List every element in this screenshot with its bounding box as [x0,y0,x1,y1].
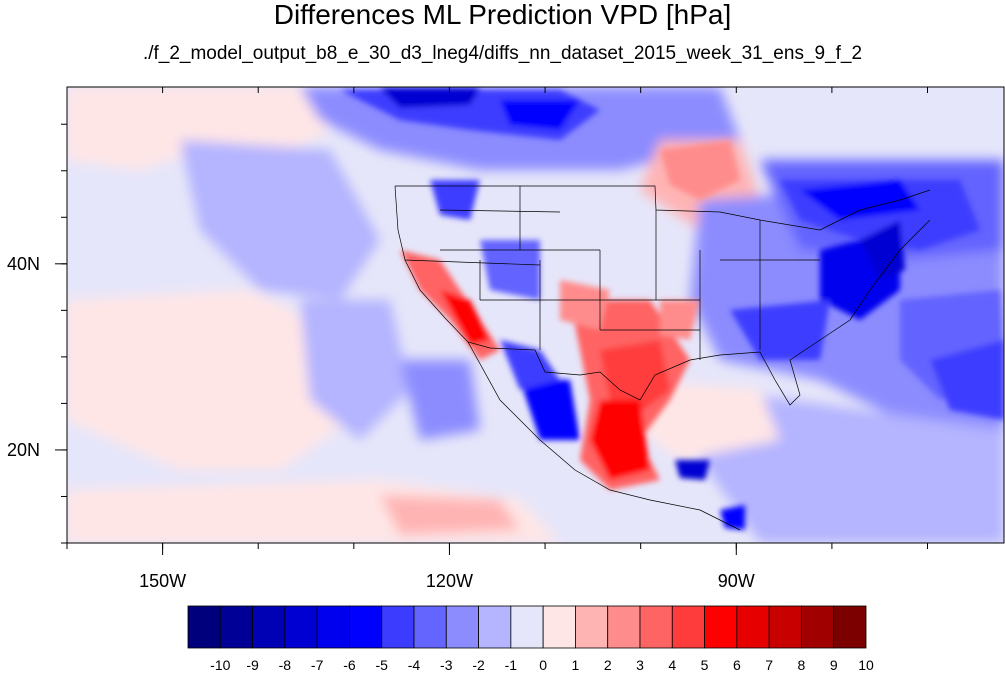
colorbar-label: -10 [210,657,230,672]
colorbar: -10 -9 -8 -7 -6 -5 -4 -3 -2 -1 0 1 2 3 4 5 6 7 8 9 10 [187,605,874,673]
political-boundaries [394,185,931,531]
field-strong-anomalies [340,88,1004,530]
colorbar-label: -5 [375,657,388,672]
colorbar-label: 9 [830,657,838,672]
colorbar-swatch [639,605,673,649]
lon-tick-label: 120W [426,571,473,591]
colorbar-label: 1 [572,657,580,672]
colorbar-label: 4 [668,657,676,672]
map-axes: 150W 120W 90W 40N 20N [7,87,929,591]
colorbar-swatch [542,605,576,649]
colorbar-label: 8 [798,657,806,672]
colorbar-label: 0 [539,657,547,672]
lon-tick-label: 90W [718,571,755,591]
colorbar-label: 10 [858,657,874,672]
colorbar-label: 7 [765,657,773,672]
colorbar-swatch [801,605,835,649]
colorbar-swatch [607,605,641,649]
colorbar-label: -2 [472,657,485,672]
colorbar-label: -4 [408,657,421,672]
colorbar-swatch [381,605,415,649]
colorbar-swatch [219,605,253,649]
colorbar-swatch [575,605,609,649]
colorbar-swatch [445,605,479,649]
colorbar-swatch [768,605,802,649]
colorbar-swatch [478,605,512,649]
lat-tick-label: 20N [7,440,40,460]
colorbar-swatch [736,605,770,649]
colorbar-swatch [187,605,221,649]
colorbar-swatch [510,605,544,649]
lat-tick-label: 40N [7,254,40,274]
colorbar-label: -6 [343,657,356,672]
colorbar-label: -1 [505,657,518,672]
colorbar-label: -3 [440,657,453,672]
colorbar-swatch [284,605,318,649]
colorbar-swatch [704,605,738,649]
colorbar-label: 6 [733,657,741,672]
colorbar-label: 2 [604,657,612,672]
colorbar-label: -7 [311,657,324,672]
colorbar-label: -9 [246,657,259,672]
colorbar-swatch [833,605,867,649]
colorbar-swatch [413,605,447,649]
colorbar-swatch [671,605,705,649]
vpd-difference-field [67,87,1004,543]
colorbar-swatch [316,605,350,649]
colorbar-label: -8 [279,657,292,672]
colorbar-label: 3 [636,657,644,672]
colorbar-label: 5 [701,657,709,672]
figure-subtitle: ./f_2_model_output_b8_e_30_d3_lneg4/diff… [142,43,863,64]
figure-title: Differences ML Prediction VPD [hPa] [273,0,732,30]
lon-tick-label: 150W [139,571,186,591]
colorbar-swatch [349,605,383,649]
colorbar-swatch [252,605,286,649]
map-frame [66,86,1005,544]
